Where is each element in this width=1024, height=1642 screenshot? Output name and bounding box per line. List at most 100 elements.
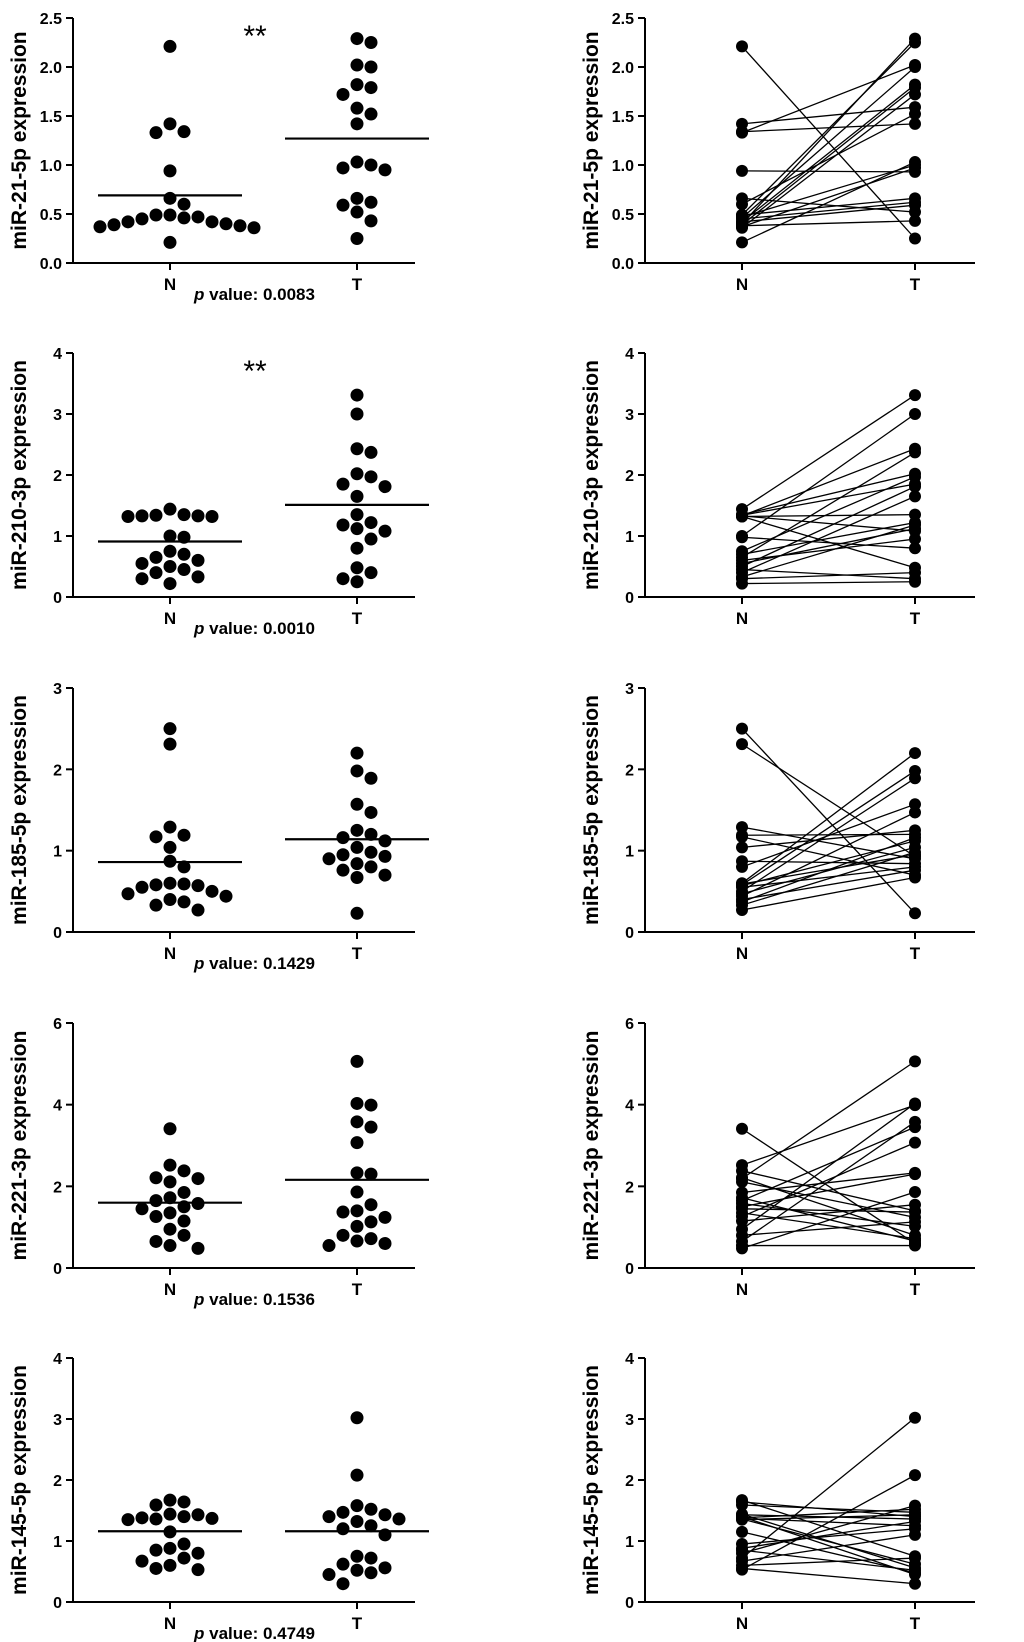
- data-point-T: [364, 1519, 378, 1533]
- y-tick-label: 0: [53, 590, 62, 607]
- data-point-T: [336, 1522, 350, 1536]
- pair-line: [741, 42, 916, 216]
- data-point-T: [364, 81, 378, 95]
- data-point-N: [163, 39, 177, 53]
- data-point-T: [364, 445, 378, 459]
- data-point-N: [163, 1558, 177, 1572]
- x-tick-label-T: T: [910, 944, 921, 963]
- data-point-N: [736, 126, 748, 139]
- data-point-N: [736, 40, 748, 53]
- data-point-N: [177, 211, 191, 225]
- y-tick-label: 0: [625, 1261, 634, 1278]
- data-point-N: [177, 1510, 191, 1524]
- data-point-N: [205, 215, 219, 229]
- data-point-N: [163, 1541, 177, 1555]
- data-point-T: [364, 771, 378, 785]
- p-value-text: value: 0.0083: [204, 285, 315, 304]
- data-point-T: [909, 1186, 921, 1199]
- data-point-T: [364, 36, 378, 49]
- data-point-T: [909, 1411, 921, 1424]
- data-point-N: [191, 553, 205, 567]
- data-point-T: [336, 863, 350, 877]
- data-point-T: [350, 1219, 364, 1233]
- y-tick-label: 2: [625, 1179, 634, 1196]
- data-point-N: [135, 1554, 149, 1568]
- data-point-N: [736, 722, 748, 735]
- data-point-T: [350, 205, 364, 219]
- pair-line: [741, 571, 916, 580]
- y-tick-label: 1: [53, 529, 62, 546]
- data-point-N: [121, 215, 135, 229]
- pair-line: [741, 483, 916, 516]
- data-point-N: [736, 904, 748, 917]
- data-point-N: [177, 547, 191, 561]
- data-point-N: [191, 1172, 205, 1186]
- data-point-T: [350, 1115, 364, 1129]
- y-axis-label: miR-185-5p expression: [580, 695, 603, 925]
- data-point-T: [350, 906, 364, 920]
- data-point-N: [736, 830, 748, 843]
- data-point-T: [909, 907, 921, 920]
- pair-line: [741, 495, 916, 574]
- pair-line: [741, 476, 916, 552]
- data-point-T: [364, 805, 378, 819]
- data-point-N: [135, 880, 149, 894]
- data-point-N: [135, 212, 149, 226]
- pair-line: [741, 770, 916, 886]
- data-point-N: [177, 563, 191, 577]
- data-point-T: [350, 467, 364, 481]
- y-tick-label: 1: [53, 1534, 62, 1551]
- y-tick-label: 3: [53, 681, 62, 698]
- pair-line: [741, 826, 916, 860]
- data-point-T: [909, 566, 921, 579]
- y-tick-label: 0: [53, 1595, 62, 1612]
- y-tick-label: 6: [53, 1016, 62, 1033]
- data-point-N: [736, 510, 748, 523]
- pair-line: [741, 581, 916, 585]
- pair-line: [741, 448, 916, 517]
- pair-line: [741, 1567, 916, 1585]
- data-point-N: [736, 208, 748, 221]
- data-point-T: [909, 806, 921, 819]
- data-point-T: [350, 232, 364, 245]
- data-point-N: [163, 164, 177, 178]
- data-point-N: [191, 570, 205, 584]
- data-point-N: [736, 1175, 748, 1188]
- y-tick-label: 3: [53, 1412, 62, 1429]
- x-tick-label-T: T: [910, 275, 921, 294]
- pair-line: [741, 728, 916, 914]
- y-tick-label: 0: [625, 1595, 634, 1612]
- data-point-T: [350, 1514, 364, 1528]
- data-point-N: [163, 544, 177, 558]
- pair-line: [741, 836, 916, 876]
- pair-line: [741, 1126, 916, 1202]
- data-point-T: [909, 1552, 921, 1565]
- data-point-N: [149, 1194, 163, 1208]
- x-tick-label-N: N: [736, 1614, 748, 1633]
- p-value-text: value: 0.1536: [204, 1290, 315, 1309]
- pair-line: [741, 866, 916, 888]
- pair-line: [741, 64, 916, 134]
- pair-line: [741, 93, 916, 229]
- data-point-T: [909, 1136, 921, 1149]
- pair-line: [741, 197, 916, 216]
- data-point-T: [350, 1234, 364, 1248]
- y-axis-label: miR-185-5p expression: [8, 695, 31, 925]
- pair-line: [741, 524, 916, 578]
- data-point-T: [909, 1515, 921, 1528]
- data-point-T: [364, 1215, 378, 1229]
- data-point-N: [163, 1122, 177, 1136]
- data-point-N: [149, 1543, 163, 1557]
- data-point-T: [350, 522, 364, 536]
- p-symbol: p: [193, 285, 204, 304]
- data-point-T: [909, 846, 921, 859]
- y-tick-label: 2.0: [612, 60, 634, 77]
- pair-line: [741, 1104, 916, 1166]
- y-tick-label: 1: [625, 844, 634, 861]
- data-point-T: [350, 797, 364, 811]
- data-point-N: [191, 903, 205, 917]
- pair-line: [741, 743, 916, 857]
- pair-line: [741, 197, 916, 213]
